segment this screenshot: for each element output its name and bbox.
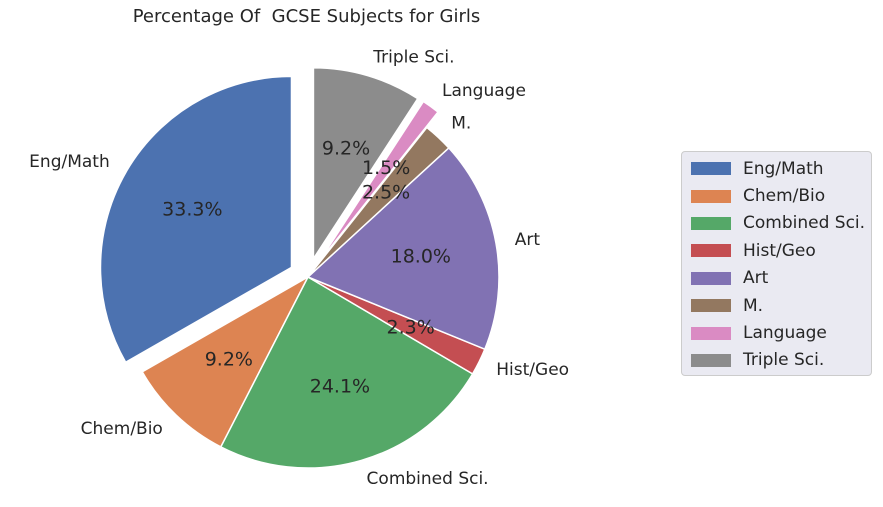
legend-label: Chem/Bio [743,186,826,207]
legend-label: M. [743,295,764,316]
pie-slice-combined-sci [219,275,474,469]
pct-label-chem-bio: 9.2% [205,348,253,370]
pie-slice-chem-bio [141,275,310,448]
legend-swatch [691,271,731,285]
slice-label-art: Art [515,230,541,250]
pct-label-m: 2.5% [362,182,410,204]
pie-slice-art [306,146,500,351]
slice-label-m: M. [451,113,471,133]
legend-label: Triple Sci. [743,350,825,371]
legend-item-language: Language [691,319,871,346]
slice-label-combined-sci: Combined Sci. [367,469,489,489]
pie-slice-m [307,126,450,278]
slice-label-language: Language [442,81,526,101]
pct-label-eng-math: 33.3% [162,198,222,220]
slice-label-eng-math: Eng/Math [29,152,110,172]
legend: Eng/Math Chem/Bio Combined Sci. Hist/Geo Art… [681,151,872,376]
legend-item-combined-sci: Combined Sci. [691,210,871,237]
legend-item-eng-math: Eng/Math [691,155,871,182]
pie-slice-language [318,100,440,262]
pie-slice-triple-sci [312,66,419,262]
legend-swatch [691,353,731,367]
pct-label-art: 18.0% [391,245,451,267]
legend-label: Art [743,268,769,289]
legend-label: Eng/Math [743,158,824,179]
legend-label: Combined Sci. [743,213,866,234]
legend-swatch [691,189,731,203]
legend-item-triple-sci: Triple Sci. [691,347,871,374]
pct-label-hist-geo: 2.3% [387,316,435,338]
legend-item-hist-geo: Hist/Geo [691,237,871,264]
legend-item-m: M. [691,292,871,319]
slice-label-hist-geo: Hist/Geo [496,360,569,380]
legend-swatch [691,244,731,258]
pct-label-combined-sci: 24.1% [310,376,370,398]
legend-swatch [691,162,731,176]
legend-swatch [691,299,731,313]
legend-item-chem-bio: Chem/Bio [691,182,871,209]
pie-slice-eng-math [99,75,293,364]
legend-label: Hist/Geo [743,240,816,261]
legend-swatch [691,326,731,340]
slice-label-triple-sci: Triple Sci. [372,47,454,67]
legend-item-art: Art [691,265,871,292]
pct-label-triple-sci: 9.2% [322,137,370,159]
pct-label-language: 1.5% [362,157,410,179]
legend-label: Language [743,323,827,344]
legend-swatch [691,216,731,230]
chart-title: Percentage Of GCSE Subjects for Girls [132,6,481,27]
slice-label-chem-bio: Chem/Bio [81,419,163,439]
